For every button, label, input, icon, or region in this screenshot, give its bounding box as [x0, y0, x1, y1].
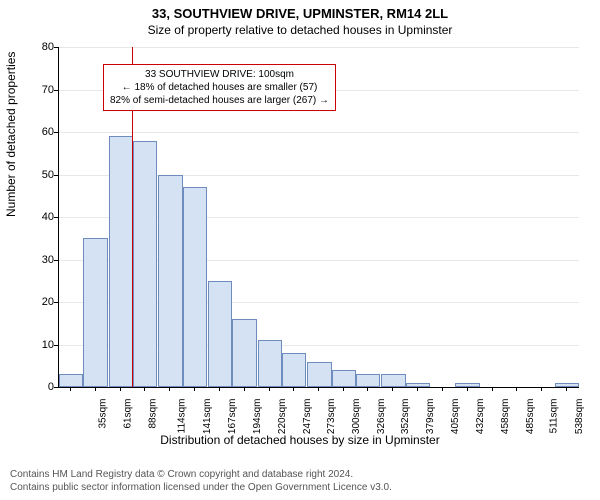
- x-tick-label: 273sqm: [326, 399, 337, 435]
- histogram-bar: [381, 374, 405, 387]
- x-tick-mark: [269, 387, 270, 391]
- x-tick-mark: [442, 387, 443, 391]
- x-tick-label: 405sqm: [450, 399, 461, 435]
- y-tick-mark: [54, 345, 58, 346]
- x-tick-mark: [95, 387, 96, 391]
- y-tick-mark: [54, 302, 58, 303]
- histogram-bar: [158, 175, 182, 388]
- x-tick-mark: [566, 387, 567, 391]
- x-tick-mark: [367, 387, 368, 391]
- x-tick-mark: [70, 387, 71, 391]
- y-tick-label: 50: [14, 169, 54, 181]
- x-tick-mark: [293, 387, 294, 391]
- histogram-bar: [109, 136, 133, 387]
- x-tick-label: 485sqm: [525, 399, 536, 435]
- y-tick-label: 60: [14, 126, 54, 138]
- x-tick-mark: [194, 387, 195, 391]
- x-tick-label: 538sqm: [575, 399, 586, 435]
- x-tick-label: 352sqm: [400, 399, 411, 435]
- histogram-bar: [307, 362, 331, 388]
- x-tick-mark: [392, 387, 393, 391]
- x-tick-mark: [417, 387, 418, 391]
- y-tick-mark: [54, 260, 58, 261]
- x-tick-mark: [318, 387, 319, 391]
- annotation-line-3: 82% of semi-detached houses are larger (…: [110, 94, 329, 107]
- histogram-bar: [332, 370, 356, 387]
- x-tick-mark: [516, 387, 517, 391]
- x-axis-label: Distribution of detached houses by size …: [0, 433, 600, 447]
- y-tick-label: 80: [14, 41, 54, 53]
- x-tick-mark: [144, 387, 145, 391]
- y-tick-mark: [54, 175, 58, 176]
- x-tick-label: 167sqm: [227, 399, 238, 435]
- chart-subtitle: Size of property relative to detached ho…: [0, 21, 600, 37]
- chart-container: Number of detached properties 33 SOUTHVI…: [0, 37, 600, 447]
- x-tick-mark: [169, 387, 170, 391]
- annotation-line-2: ← 18% of detached houses are smaller (57…: [110, 81, 329, 94]
- x-tick-label: 432sqm: [475, 399, 486, 435]
- x-tick-mark: [467, 387, 468, 391]
- x-tick-mark: [120, 387, 121, 391]
- y-tick-mark: [54, 90, 58, 91]
- x-tick-mark: [219, 387, 220, 391]
- x-tick-label: 88sqm: [147, 399, 158, 429]
- x-tick-label: 141sqm: [203, 399, 214, 435]
- x-tick-label: 511sqm: [549, 399, 560, 434]
- y-tick-label: 0: [14, 381, 54, 393]
- footer-line-2: Contains public sector information licen…: [10, 481, 392, 494]
- histogram-bar: [59, 374, 83, 387]
- histogram-bar: [232, 319, 256, 387]
- plot-area: 33 SOUTHVIEW DRIVE: 100sqm← 18% of detac…: [58, 47, 579, 388]
- histogram-bar: [282, 353, 306, 387]
- x-tick-label: 326sqm: [376, 399, 387, 435]
- histogram-bar: [356, 374, 380, 387]
- footer-line-1: Contains HM Land Registry data © Crown c…: [10, 468, 392, 481]
- x-tick-label: 35sqm: [98, 399, 109, 429]
- x-tick-label: 379sqm: [426, 399, 437, 435]
- x-tick-label: 458sqm: [500, 399, 511, 435]
- x-tick-label: 300sqm: [352, 399, 363, 435]
- y-tick-label: 30: [14, 254, 54, 266]
- y-tick-mark: [54, 47, 58, 48]
- y-tick-label: 20: [14, 296, 54, 308]
- histogram-bar: [258, 340, 282, 387]
- histogram-bar: [208, 281, 232, 387]
- y-tick-mark: [54, 387, 58, 388]
- y-tick-label: 40: [14, 211, 54, 223]
- x-tick-mark: [343, 387, 344, 391]
- annotation-line-1: 33 SOUTHVIEW DRIVE: 100sqm: [110, 68, 329, 81]
- y-tick-label: 10: [14, 339, 54, 351]
- y-tick-mark: [54, 217, 58, 218]
- x-tick-label: 194sqm: [252, 399, 263, 435]
- y-tick-mark: [54, 132, 58, 133]
- x-tick-mark: [244, 387, 245, 391]
- grid-line: [59, 132, 579, 133]
- x-tick-mark: [541, 387, 542, 391]
- histogram-bar: [133, 141, 157, 388]
- histogram-bar: [183, 187, 207, 387]
- histogram-bar: [83, 238, 107, 387]
- x-tick-label: 61sqm: [122, 399, 133, 429]
- x-tick-label: 114sqm: [177, 399, 188, 434]
- page-title: 33, SOUTHVIEW DRIVE, UPMINSTER, RM14 2LL: [0, 0, 600, 21]
- y-tick-label: 70: [14, 84, 54, 96]
- annotation-box: 33 SOUTHVIEW DRIVE: 100sqm← 18% of detac…: [103, 64, 336, 111]
- x-tick-mark: [492, 387, 493, 391]
- grid-line: [59, 47, 579, 48]
- x-tick-label: 247sqm: [302, 399, 313, 435]
- x-tick-label: 220sqm: [277, 399, 288, 435]
- footer-attribution: Contains HM Land Registry data © Crown c…: [10, 468, 392, 494]
